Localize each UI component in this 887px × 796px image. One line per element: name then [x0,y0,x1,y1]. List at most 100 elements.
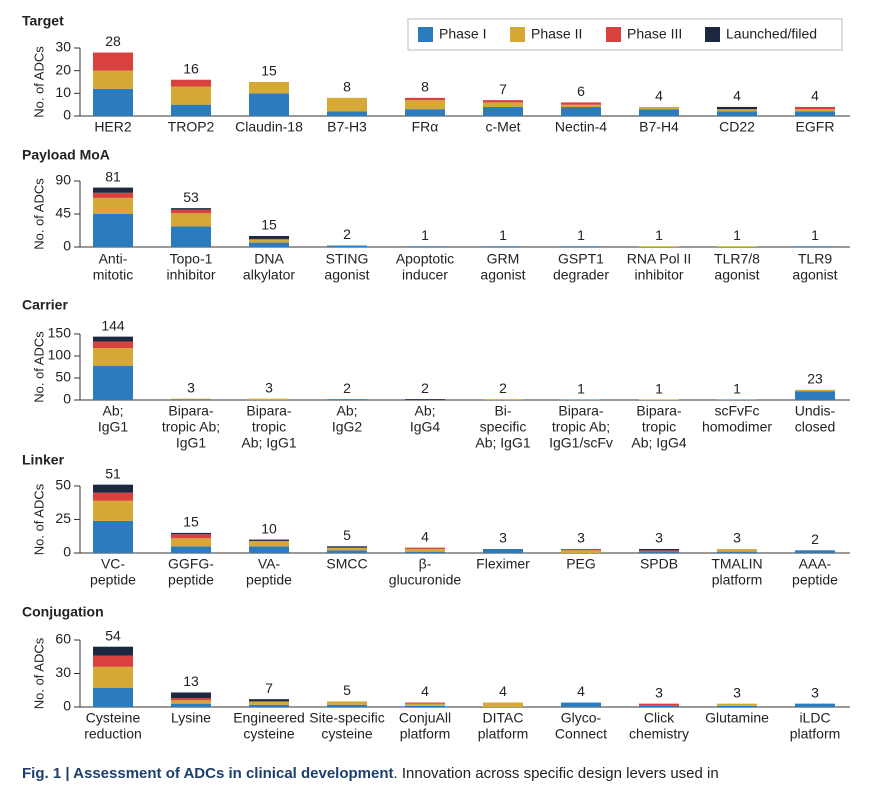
bar-segment: Phase I [561,703,601,707]
bar-segment: Phase I [405,552,445,553]
bar-segment: Phase I [327,399,367,400]
bar-segment: Phase II [483,703,523,707]
bar-segment: Phase I [717,111,757,116]
bar-segment: Phase II [405,704,445,706]
x-tick-label: IgG2 [332,419,363,435]
x-tick-label: IgG1/scFv [549,435,613,451]
total-label: 1 [655,380,663,396]
y-tick-label: 10 [55,84,71,100]
x-tick-label: Connect [555,726,607,742]
x-tick-label: peptide [168,572,214,588]
bar-segment: Phase III [93,53,133,71]
x-tick-label: Ab; IgG4 [631,435,686,451]
total-label: 1 [499,227,507,243]
bar-segment: Phase II [717,246,757,247]
total-label: 28 [105,33,121,49]
y-tick-label: 150 [48,325,72,341]
total-label: 144 [101,317,125,333]
total-label: 3 [265,379,273,395]
x-tick-label: Glutamine [705,710,769,726]
total-label: 4 [811,88,819,104]
total-label: 13 [183,673,199,689]
panel-title: Payload MoA [22,147,110,163]
y-axis-label: No. of ADCs [31,331,46,403]
bar-segment: Phase I [327,246,367,247]
legend-swatch [510,27,525,42]
bar-segment: Phase I [327,111,367,116]
x-tick-label: reduction [84,726,142,742]
bar-segment: Phase II [249,701,289,704]
total-label: 1 [733,380,741,396]
total-label: 1 [577,380,585,396]
bar-segment: Phase II [327,701,367,704]
x-tick-label: IgG1 [98,419,129,435]
total-label: 15 [261,217,277,233]
bar-segment: Phase II [249,240,289,243]
x-tick-label: TLR7/8 [714,251,760,267]
x-tick-label: degrader [553,267,609,283]
x-tick-label: RNA Pol II [627,251,692,267]
bar-segment: Phase III [249,239,289,240]
bar-segment: Launched/filed [93,485,133,493]
bar-segment: Phase II [249,82,289,93]
total-label: 1 [421,227,429,243]
total-label: 3 [733,530,741,546]
x-tick-label: cysteine [243,726,295,742]
total-label: 8 [421,79,429,95]
bar-segment: Phase I [171,226,211,247]
x-tick-label: GSPT1 [558,251,604,267]
x-tick-label: VA- [258,556,281,572]
x-tick-label: β- [419,556,432,572]
total-label: 2 [499,380,507,396]
bar-segment: Phase III [405,548,445,549]
x-tick-label: Nectin-4 [555,119,607,135]
bar-segment: Phase III [171,534,211,538]
x-tick-label: EGFR [796,119,835,135]
x-tick-label: agonist [792,267,837,283]
total-label: 2 [811,531,819,547]
total-label: 51 [105,465,121,481]
x-tick-label: DITAC [483,710,524,726]
bar-segment: Phase I [327,705,367,707]
x-tick-label: specific [480,419,527,435]
total-label: 15 [261,63,277,79]
bar-segment: Phase II [639,246,679,247]
x-tick-label: GGFG- [168,556,214,572]
bar-segment: Phase I [483,549,523,553]
x-tick-label: HER2 [94,119,132,135]
y-tick-label: 0 [63,238,71,254]
bar-segment: Phase I [405,706,445,707]
x-tick-label: Ab; IgG1 [475,435,530,451]
bar-segment: Phase III [171,698,211,700]
x-tick-label: Glyco- [561,710,602,726]
total-label: 1 [733,227,741,243]
bar-segment: Phase I [717,706,757,707]
bar-segment: Phase I [249,705,289,707]
bar-segment: Phase I [639,706,679,707]
total-label: 3 [811,684,819,700]
bar-segment: Phase II [171,700,211,703]
total-label: 1 [811,227,819,243]
total-label: 2 [421,380,429,396]
bar-segment: Phase III [93,656,133,667]
x-tick-label: CD22 [719,119,755,135]
x-tick-label: inducer [402,267,448,283]
bar-segment: Phase I [93,366,133,400]
x-tick-label: Topo-1 [170,251,213,267]
legend-swatch [606,27,621,42]
caption-text: . Innovation across specific design leve… [394,765,719,782]
x-tick-label: Bipara- [636,403,681,419]
bar-segment: Phase II [795,390,835,391]
bar-segment: Phase I [249,546,289,553]
bar-segment: Phase I [795,704,835,707]
y-tick-label: 50 [55,369,71,385]
x-tick-label: tropic Ab; [162,419,220,435]
bar-segment: Phase I [795,550,835,553]
bar-segment: Phase III [171,80,211,87]
bar-segment: Phase I [327,550,367,553]
bar-segment: Phase II [171,538,211,546]
x-tick-label: TMALIN [711,556,762,572]
bar-segment: Phase III [561,102,601,104]
x-tick-label: Bipara- [246,403,291,419]
bar-segment: Phase III [93,341,133,348]
